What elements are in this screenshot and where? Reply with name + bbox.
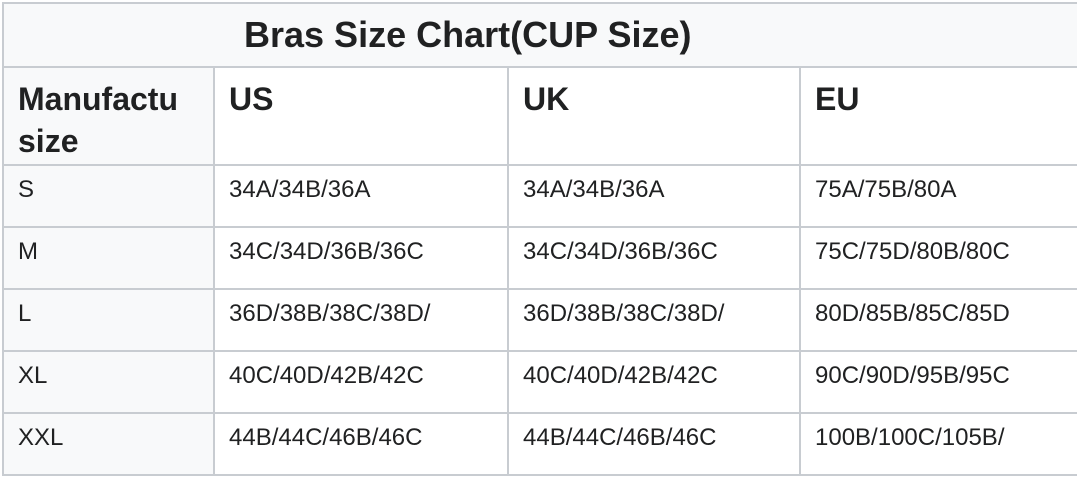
cell-eu: 100B/100C/105B/ xyxy=(798,412,1077,476)
cell-eu: 75A/75B/80A xyxy=(798,164,1077,228)
header-eu: EU xyxy=(798,66,1077,166)
cell-eu: 90C/90D/95B/95C xyxy=(798,350,1077,414)
cell-size: S xyxy=(2,164,215,228)
cell-us: 34C/34D/36B/36C xyxy=(213,226,509,290)
table-title: Bras Size Chart(CUP Size) xyxy=(244,14,692,55)
table-row: XXL 44B/44C/46B/46C 44B/44C/46B/46C 100B/10… xyxy=(2,412,1077,476)
header-us: US xyxy=(213,66,509,166)
cell-us: 44B/44C/46B/46C xyxy=(213,412,509,476)
table-row: L 36D/38B/38C/38D/36D/38B/38C/38D/80D/85B… xyxy=(2,288,1077,352)
cell-size: XXL xyxy=(2,412,215,476)
header-row: Manufactu size US UK EU xyxy=(2,66,1077,166)
cell-us: 40C/40D/42B/42C xyxy=(213,350,509,414)
cell-eu: 80D/85B/85C/85D xyxy=(798,288,1077,352)
cell-us: 34A/34B/36A xyxy=(213,164,509,228)
cell-size: M xyxy=(2,226,215,290)
cell-uk: 40C/40D/42B/42C xyxy=(507,350,801,414)
cell-size: XL xyxy=(2,350,215,414)
table-row: XL 40C/40D/42B/42C 40C/40D/42B/42C 90C/90D/… xyxy=(2,350,1077,414)
cell-uk: 36D/38B/38C/38D/ xyxy=(507,288,801,352)
cell-size: L xyxy=(2,288,215,352)
cell-uk: 34C/34D/36B/36C xyxy=(507,226,801,290)
cell-uk: 34A/34B/36A xyxy=(507,164,801,228)
size-chart: Bras Size Chart(CUP Size) Manufactu size… xyxy=(1,2,1077,476)
header-manufacturer-size: Manufactu size xyxy=(2,66,215,166)
header-uk: UK xyxy=(507,66,801,166)
cell-eu: 75C/75D/80B/80C xyxy=(798,226,1077,290)
cell-uk: 44B/44C/46B/46C xyxy=(507,412,801,476)
table-row: S 34A/34B/36A 34A/34B/36A 75A/75B/80A xyxy=(2,164,1077,228)
table-title-cell: Bras Size Chart(CUP Size) xyxy=(1,2,1077,68)
table-row: M 34C/34D/36B/36C 34C/34D/36B/36C 75C/75D/8… xyxy=(2,226,1077,290)
size-table: Bras Size Chart(CUP Size) Manufactu size… xyxy=(1,2,1077,476)
cell-us: 36D/38B/38C/38D/ xyxy=(213,288,509,352)
